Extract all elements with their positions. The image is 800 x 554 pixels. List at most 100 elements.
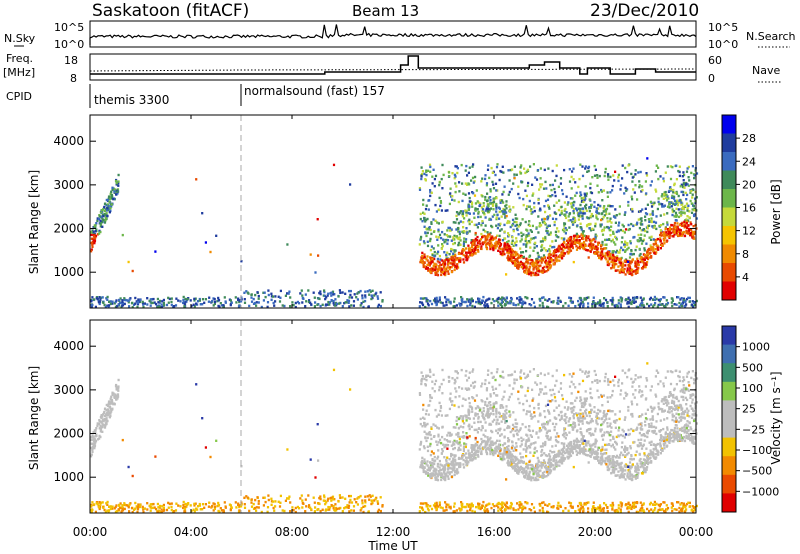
data-cell — [471, 165, 474, 168]
data-cell — [487, 502, 491, 506]
data-cell — [307, 289, 310, 292]
data-cell — [585, 248, 588, 252]
data-cell — [486, 247, 489, 251]
data-cell — [421, 465, 424, 468]
data-cell — [440, 209, 443, 212]
data-cell — [477, 297, 480, 300]
data-cell — [537, 254, 540, 257]
data-cell — [349, 183, 352, 186]
data-cell — [540, 245, 543, 248]
data-cell — [450, 262, 453, 265]
data-cell — [535, 261, 538, 265]
data-cell — [455, 165, 458, 168]
data-cell — [609, 504, 612, 507]
data-cell — [453, 505, 456, 508]
data-cell — [618, 212, 621, 216]
data-cell — [618, 257, 622, 260]
data-cell — [475, 223, 478, 226]
data-cell — [448, 229, 452, 232]
data-cell — [683, 211, 686, 214]
data-cell — [364, 499, 367, 502]
data-cell — [625, 503, 628, 506]
data-cell — [521, 303, 524, 306]
data-cell — [542, 268, 545, 272]
data-cell — [627, 264, 630, 267]
data-cell — [601, 507, 604, 511]
data-cell — [319, 304, 322, 308]
data-cell — [472, 181, 475, 184]
data-cell — [457, 230, 460, 233]
data-cell — [509, 301, 512, 305]
data-cell — [605, 417, 608, 421]
data-cell — [98, 437, 101, 440]
data-cell — [483, 213, 486, 216]
data-cell — [663, 238, 666, 242]
data-cell — [668, 206, 671, 209]
data-cell — [651, 510, 655, 513]
data-cell — [419, 259, 422, 262]
freq-left-tick-top: 18 — [64, 54, 78, 67]
data-cell — [619, 269, 622, 272]
data-cell — [586, 170, 589, 173]
data-cell — [501, 505, 505, 508]
data-cell — [371, 289, 374, 292]
data-cell — [585, 296, 588, 300]
data-cell — [572, 234, 576, 238]
data-cell — [675, 229, 678, 233]
data-cell — [106, 403, 110, 407]
data-cell — [105, 414, 108, 417]
data-cell — [429, 170, 432, 173]
data-cell — [353, 498, 356, 501]
data-cell — [379, 496, 382, 499]
data-cell — [105, 409, 108, 412]
data-cell — [626, 267, 629, 270]
data-cell — [570, 205, 573, 208]
data-cell — [606, 175, 610, 178]
data-cell — [277, 295, 280, 298]
data-cell — [447, 262, 450, 266]
data-cell — [685, 198, 688, 201]
data-cell — [370, 502, 373, 506]
data-cell — [555, 235, 558, 238]
data-cell — [474, 209, 477, 212]
data-cell — [106, 503, 109, 506]
data-cell — [254, 293, 257, 297]
data-cell — [503, 212, 506, 216]
data-cell — [666, 223, 669, 226]
data-cell — [109, 412, 112, 415]
data-cell — [607, 173, 610, 176]
data-cell — [429, 248, 432, 252]
data-cell — [319, 290, 322, 293]
data-cell — [594, 240, 597, 243]
data-cell — [600, 304, 603, 307]
data-cell — [586, 441, 590, 444]
data-cell — [687, 204, 690, 207]
data-cell — [466, 183, 469, 186]
data-cell — [229, 504, 232, 507]
data-cell — [464, 247, 467, 250]
data-cell — [620, 297, 623, 300]
data-cell — [565, 239, 569, 242]
data-cell — [240, 260, 243, 263]
data-cell — [646, 429, 649, 433]
data-cell — [430, 245, 433, 248]
colorbar-tick-label: 28 — [742, 132, 756, 145]
data-cell — [552, 505, 555, 508]
data-cell — [473, 305, 476, 308]
data-cell — [109, 209, 112, 213]
data-cell — [466, 231, 469, 234]
data-cell — [431, 254, 434, 257]
data-cell — [463, 237, 466, 240]
data-cell — [90, 233, 93, 237]
data-cell — [347, 506, 350, 509]
data-cell — [284, 294, 287, 297]
data-cell — [562, 245, 565, 248]
data-cell — [529, 165, 532, 168]
data-cell — [605, 243, 608, 246]
data-cell — [170, 297, 173, 300]
data-cell — [526, 205, 529, 208]
data-cell — [659, 224, 663, 227]
data-cell — [374, 497, 377, 501]
data-cell — [678, 229, 682, 232]
data-cell — [94, 236, 97, 239]
